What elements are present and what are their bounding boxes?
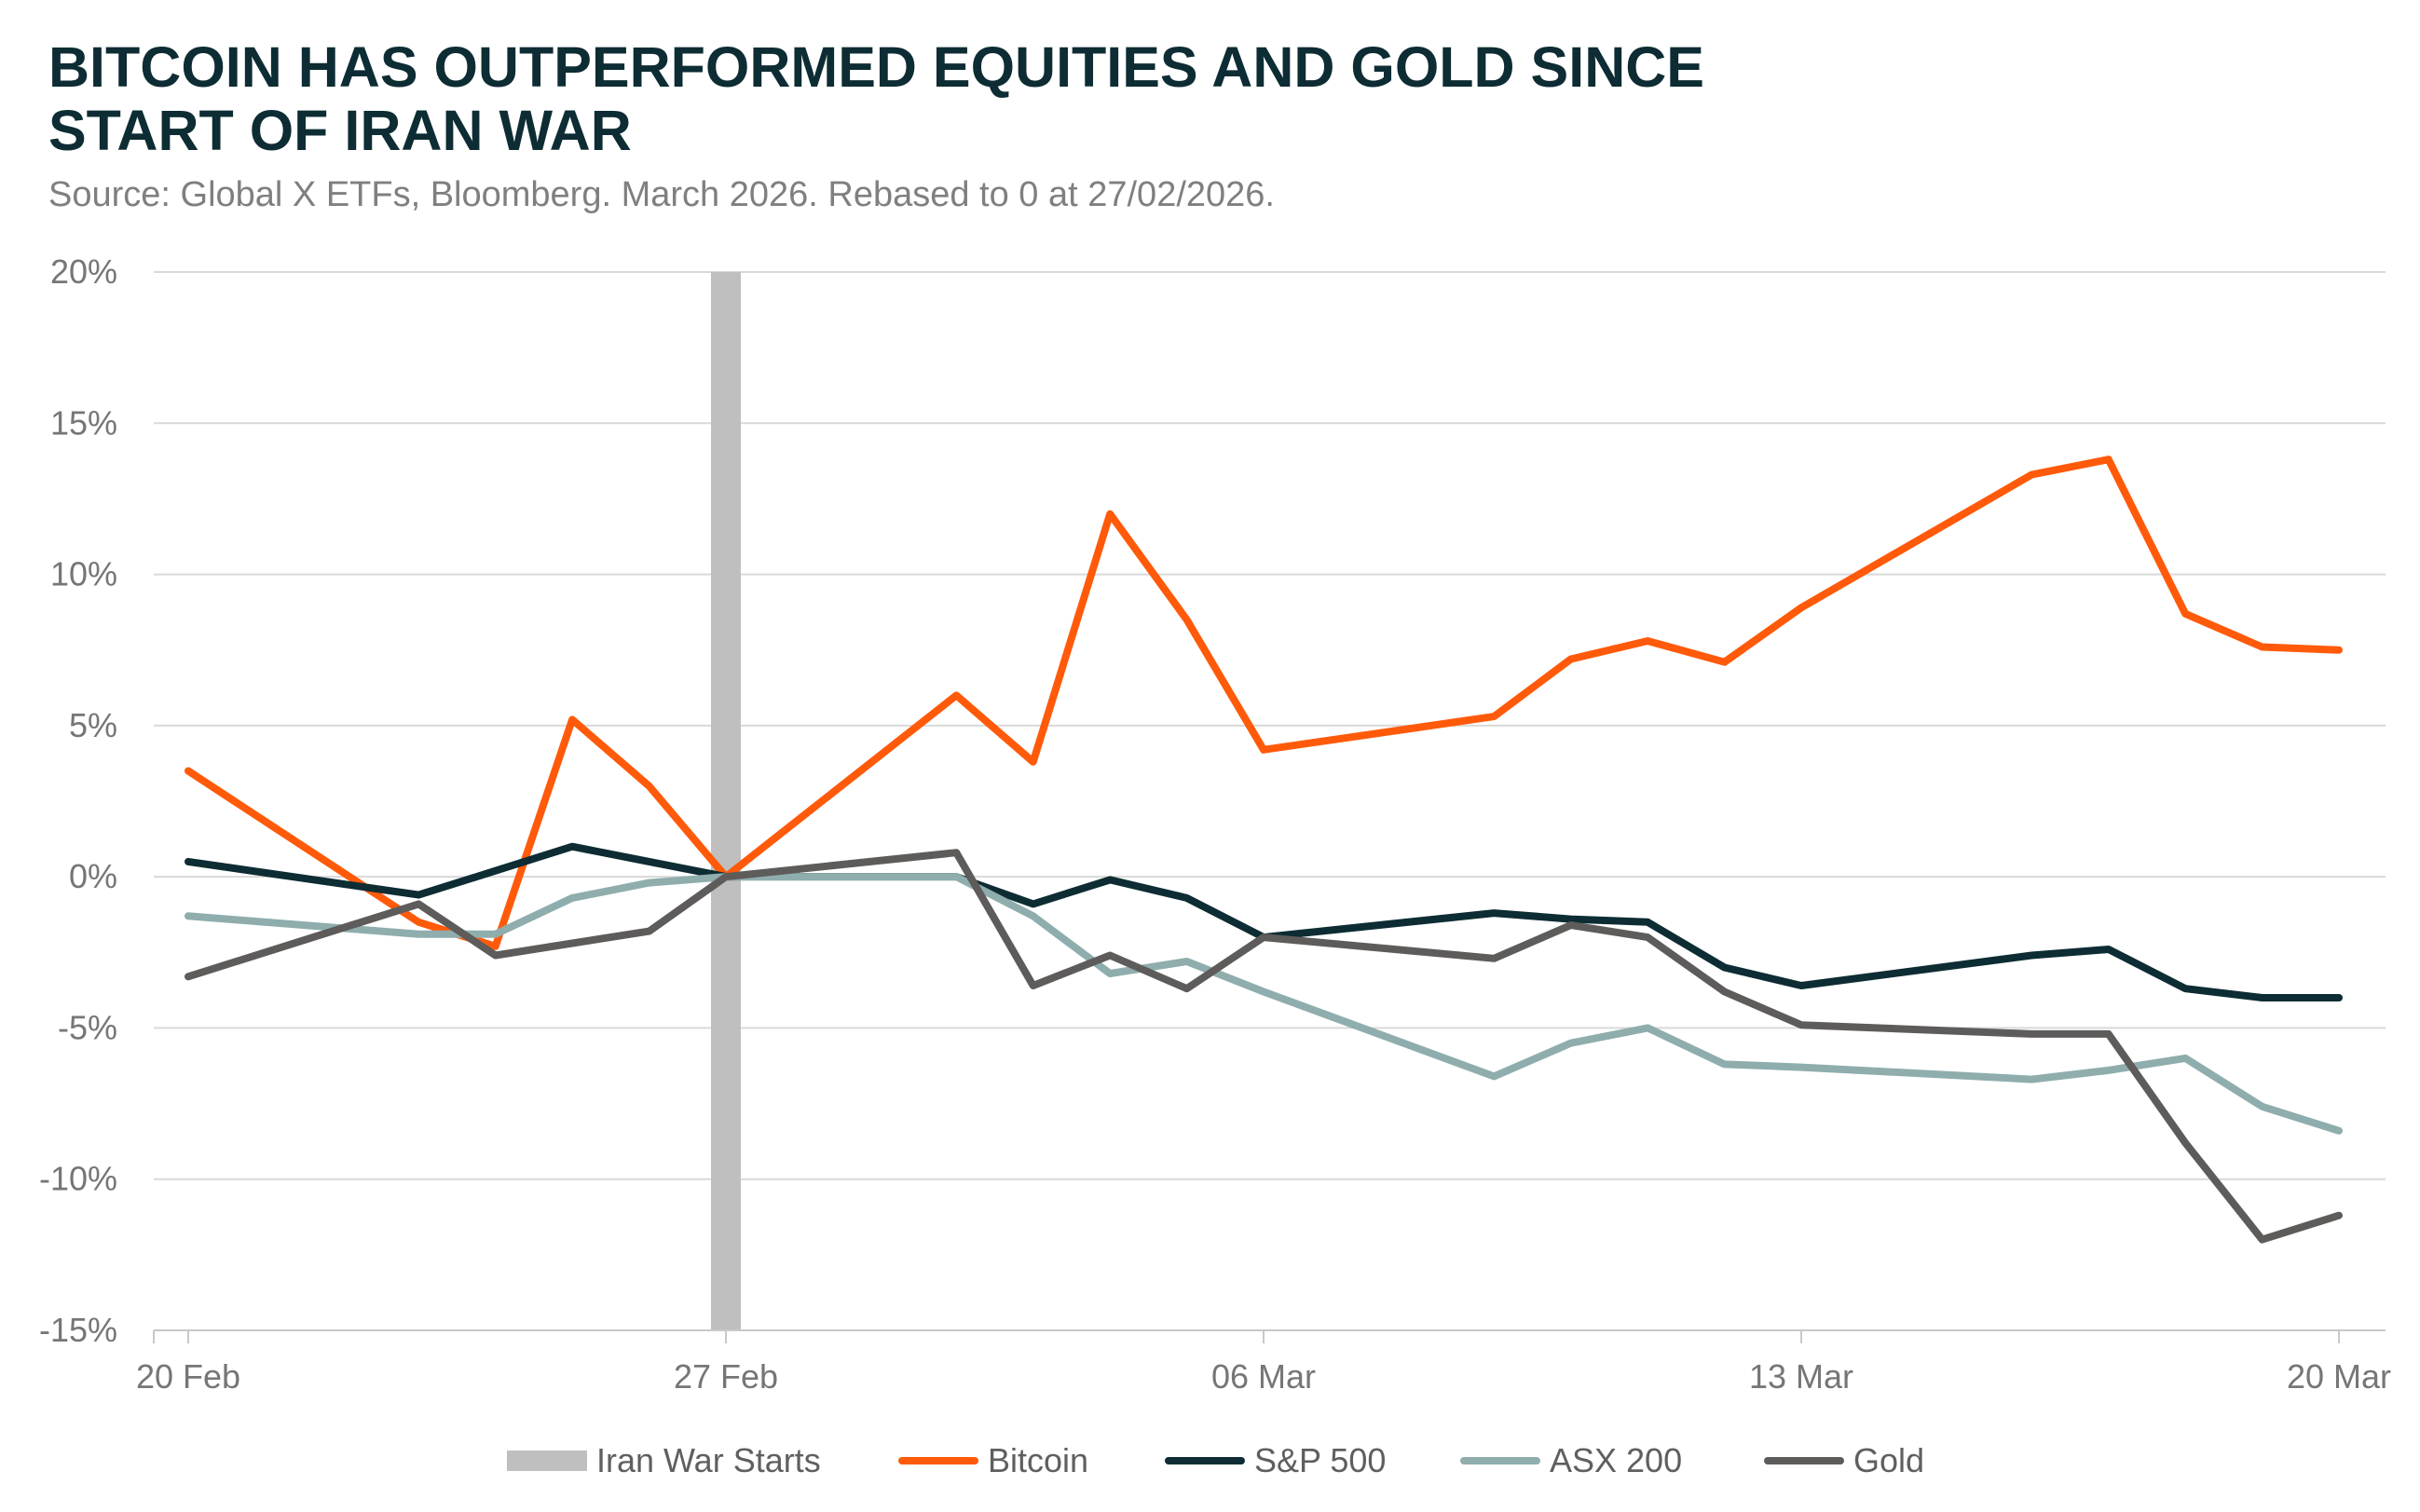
axes: 20% 15% 10% 5% 0% -5% -10% -15% 20 Feb 27 Feb 06 M… [39,252,2391,1396]
legend-label: ASX 200 [1550,1441,1683,1479]
y-tick-label: 5% [69,706,117,744]
chart-title: BITCOIN HAS OUTPERFORMED EQUITIES AND GO… [48,35,2285,162]
series-line-gold [185,849,2343,1244]
legend-item-bitcoin: Bitcoin [898,1435,1088,1487]
y-tick-label: -15% [39,1311,117,1349]
y-tick-label: -5% [58,1008,117,1046]
x-tick-label: 06 Mar [1211,1357,1316,1396]
chart-subtitle: Source: Global X ETFs, Bloomberg. March … [48,175,1275,214]
x-tick-label: 20 Mar [2287,1357,2391,1396]
series-lines [185,456,2343,1244]
event-marker-layer [711,272,742,1330]
series-line-s-p-500 [185,842,2343,1001]
series-line-bitcoin [185,456,2343,950]
legend-item-iran-war-starts: Iran War Starts [507,1435,821,1487]
legend-label: Gold [1853,1441,1925,1479]
legend-swatch [1460,1457,1540,1464]
legend-item-gold: Gold [1764,1435,1924,1487]
gridlines [154,271,2386,1180]
event-marker-bar [711,272,742,1330]
line-chart: 20% 15% 10% 5% 0% -5% -10% -15% 20 Feb 27 Feb 06 M… [39,252,2391,1396]
y-tick-label: 20% [50,252,117,291]
legend-item-asx-200: ASX 200 [1460,1435,1682,1487]
legend-swatch [1165,1457,1245,1464]
series-line-asx-200 [185,873,2343,1135]
y-tick-label: 0% [69,857,117,895]
legend-swatch [898,1457,978,1464]
legend-swatch [507,1451,587,1471]
legend-label: S&P 500 [1254,1441,1387,1479]
x-tick-label: 13 Mar [1749,1357,1853,1396]
legend-swatch [1764,1457,1844,1464]
legend-label: Bitcoin [988,1441,1089,1479]
x-tick-label: 20 Feb [136,1357,240,1396]
y-tick-label: -10% [39,1160,117,1198]
chart-title-line-2: START OF IRAN WAR [48,99,632,162]
x-tick-label: 27 Feb [674,1357,778,1396]
y-tick-label: 15% [50,403,117,442]
chart-title-line-1: BITCOIN HAS OUTPERFORMED EQUITIES AND GO… [48,35,1704,99]
legend: Iran War Starts Bitcoin S&P 500 ASX 200 Gold [0,1435,2420,1487]
legend-label: Iran War Starts [596,1441,821,1479]
y-tick-label: 10% [50,555,117,593]
legend-item-s-p-500: S&P 500 [1165,1435,1386,1487]
